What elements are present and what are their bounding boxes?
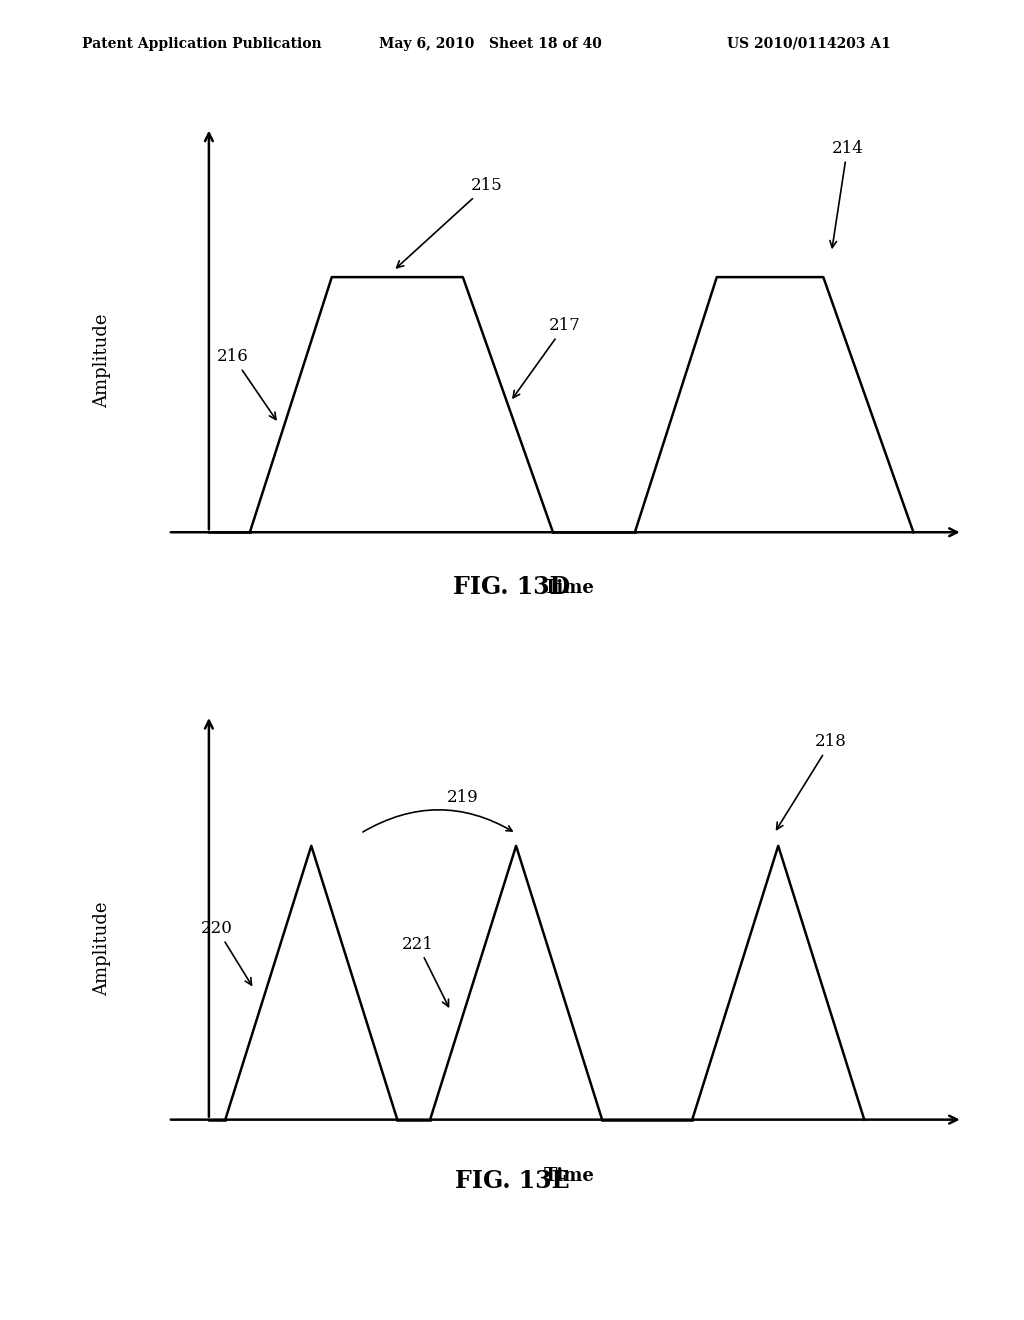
Text: 220: 220 — [201, 920, 252, 985]
Text: 215: 215 — [396, 177, 503, 268]
Text: 214: 214 — [829, 140, 863, 248]
Text: FIG. 13E: FIG. 13E — [455, 1170, 569, 1193]
Text: 218: 218 — [776, 734, 847, 829]
Text: 216: 216 — [217, 348, 275, 420]
Text: Amplitude: Amplitude — [93, 314, 112, 408]
Text: 221: 221 — [401, 936, 449, 1007]
Text: Amplitude: Amplitude — [93, 902, 112, 995]
Text: May 6, 2010   Sheet 18 of 40: May 6, 2010 Sheet 18 of 40 — [379, 37, 602, 51]
Text: FIG. 13D: FIG. 13D — [454, 576, 570, 599]
Text: Time: Time — [544, 1167, 595, 1184]
Text: US 2010/0114203 A1: US 2010/0114203 A1 — [727, 37, 891, 51]
Text: Patent Application Publication: Patent Application Publication — [82, 37, 322, 51]
Text: 219: 219 — [446, 789, 478, 807]
Text: Time: Time — [544, 579, 595, 597]
Text: 217: 217 — [513, 317, 581, 397]
